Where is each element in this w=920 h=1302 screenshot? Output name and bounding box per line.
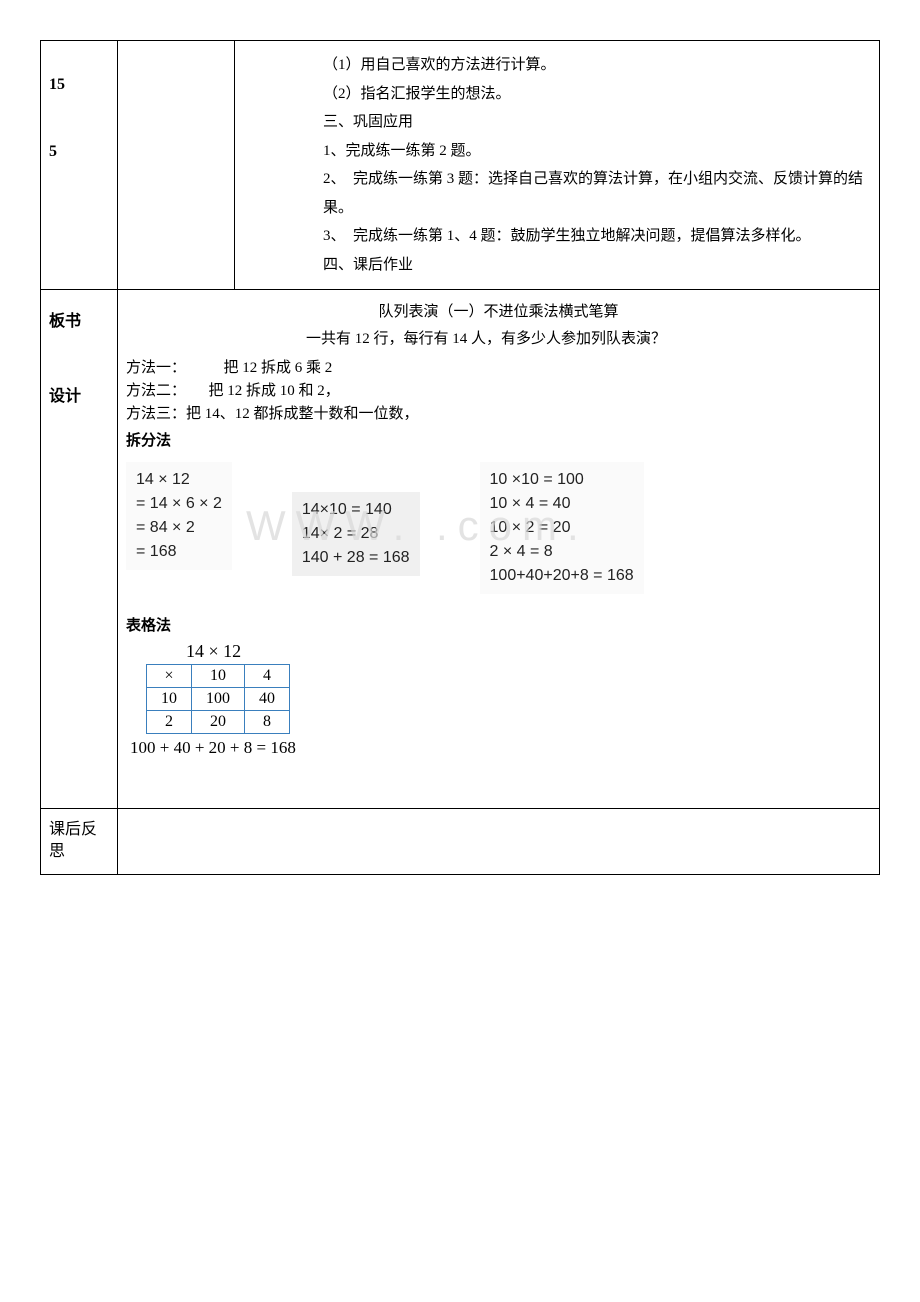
method-line: 方法三：把 14、12 都拆成整十数和一位数， bbox=[126, 402, 871, 423]
grid-cell: 8 bbox=[245, 711, 290, 734]
grid-cell: 2 bbox=[147, 711, 192, 734]
time-value: 15 bbox=[49, 51, 109, 118]
table-row: 15 5 （1）用自己喜欢的方法进行计算。 （2）指名汇报学生的想法。 三、巩固… bbox=[41, 41, 880, 290]
grid-cell: 10 bbox=[192, 665, 245, 688]
content-line: 四、课后作业 bbox=[323, 251, 871, 280]
calc-block-1: 14 × 12 = 14 × 6 × 2 = 84 × 2 = 168 bbox=[126, 462, 232, 570]
reflection-label: 课后反思 bbox=[49, 821, 97, 860]
calc-line: 14×10 = 140 bbox=[302, 498, 410, 522]
board-title: 队列表演（一）不进位乘法横式笔算 bbox=[126, 300, 871, 321]
lesson-plan-table: 15 5 （1）用自己喜欢的方法进行计算。 （2）指名汇报学生的想法。 三、巩固… bbox=[40, 40, 880, 875]
reflection-label-cell: 课后反思 bbox=[41, 809, 118, 875]
page: 15 5 （1）用自己喜欢的方法进行计算。 （2）指名汇报学生的想法。 三、巩固… bbox=[40, 40, 880, 875]
method-line: 方法一： 把 12 拆成 6 乘 2 bbox=[126, 356, 871, 377]
content-line: 3、 完成练一练第 1、4 题：鼓励学生独立地解决问题，提倡算法多样化。 bbox=[323, 222, 871, 251]
table-row: 课后反思 bbox=[41, 809, 880, 875]
content-block: （1）用自己喜欢的方法进行计算。 （2）指名汇报学生的想法。 三、巩固应用 1、… bbox=[243, 51, 871, 279]
calc-line: 10 ×10 = 100 bbox=[490, 468, 634, 492]
table-method-section: 14 × 12 × 10 4 10 100 40 2 bbox=[126, 641, 871, 758]
calc-line: 10 × 2 = 20 bbox=[490, 516, 634, 540]
section-label: 设计 bbox=[49, 375, 109, 420]
time-column: 15 5 bbox=[41, 41, 118, 290]
content-cell: （1）用自己喜欢的方法进行计算。 （2）指名汇报学生的想法。 三、巩固应用 1、… bbox=[235, 41, 880, 290]
method-line: 方法二： 把 12 拆成 10 和 2， bbox=[126, 379, 871, 400]
section-label-cell: 板书 设计 bbox=[41, 290, 118, 809]
grid-cell: 4 bbox=[245, 665, 290, 688]
calc-line: 140 + 28 = 168 bbox=[302, 546, 410, 570]
calc-line: 10 × 4 = 40 bbox=[490, 492, 634, 516]
grid-row: 10 100 40 bbox=[147, 688, 290, 711]
table-expression: 14 × 12 bbox=[186, 641, 871, 662]
calc-line: = 14 × 6 × 2 bbox=[136, 492, 222, 516]
content-line: 1、完成练一练第 2 题。 bbox=[323, 137, 871, 166]
reflection-content-cell bbox=[118, 809, 880, 875]
calc-block-2: 14×10 = 140 14× 2 = 28 140 + 28 = 168 bbox=[292, 492, 420, 576]
grid-cell: 100 bbox=[192, 688, 245, 711]
table-method-label: 表格法 bbox=[126, 614, 871, 635]
calc-line: 14× 2 = 28 bbox=[302, 522, 410, 546]
grid-row: × 10 4 bbox=[147, 665, 290, 688]
calc-line: 100+40+20+8 = 168 bbox=[490, 564, 634, 588]
content-line: （2）指名汇报学生的想法。 bbox=[323, 80, 871, 109]
calc-line: = 168 bbox=[136, 540, 222, 564]
table-row: 板书 设计 队列表演（一）不进位乘法横式笔算 一共有 12 行，每行有 14 人… bbox=[41, 290, 880, 809]
section-label: 板书 bbox=[49, 300, 109, 345]
grid-cell: 20 bbox=[192, 711, 245, 734]
empty-cell bbox=[118, 41, 235, 290]
grid-sum: 100 + 40 + 20 + 8 = 168 bbox=[130, 738, 871, 758]
calc-line: 14 × 12 bbox=[136, 468, 222, 492]
calc-line: 2 × 4 = 8 bbox=[490, 540, 634, 564]
time-value: 5 bbox=[49, 118, 109, 185]
board-design-cell: 队列表演（一）不进位乘法横式笔算 一共有 12 行，每行有 14 人，有多少人参… bbox=[118, 290, 880, 809]
content-line: （1）用自己喜欢的方法进行计算。 bbox=[323, 51, 871, 80]
calc-block-3: 10 ×10 = 100 10 × 4 = 40 10 × 2 = 20 2 ×… bbox=[480, 462, 644, 594]
grid-cell: × bbox=[147, 665, 192, 688]
board-question: 一共有 12 行，每行有 14 人，有多少人参加列队表演？ bbox=[126, 327, 871, 348]
split-method-label: 拆分法 bbox=[126, 429, 871, 450]
multiplication-grid: × 10 4 10 100 40 2 20 8 bbox=[146, 664, 290, 734]
grid-cell: 10 bbox=[147, 688, 192, 711]
grid-cell: 40 bbox=[245, 688, 290, 711]
content-line: 三、巩固应用 bbox=[323, 108, 871, 137]
calc-line: = 84 × 2 bbox=[136, 516, 222, 540]
grid-row: 2 20 8 bbox=[147, 711, 290, 734]
handwriting-row: WWW. .com. 14 × 12 = 14 × 6 × 2 = 84 × 2… bbox=[126, 462, 871, 594]
content-line: 2、 完成练一练第 3 题：选择自己喜欢的算法计算，在小组内交流、反馈计算的结果… bbox=[323, 165, 871, 222]
